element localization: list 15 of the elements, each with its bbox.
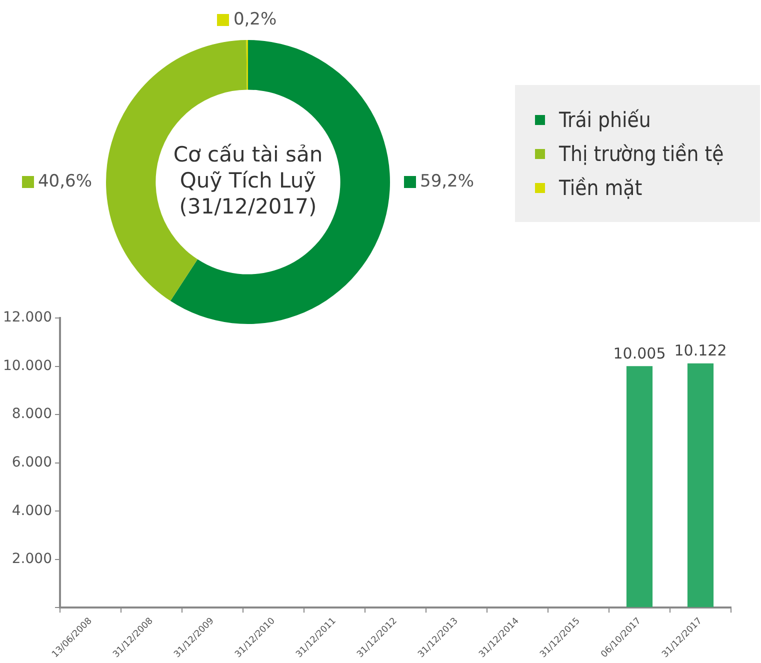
data-label: 59,2%: [420, 171, 474, 192]
y-tick-label: 4.000: [12, 502, 52, 519]
y-tick-label: 2.000: [12, 551, 52, 568]
data-label: 10.122: [674, 342, 727, 360]
text: Cơ cấu tài sản Quỹ Tích Luỹ (31/12/2017): [173, 142, 323, 218]
legend-label: Tiền mặt: [559, 175, 642, 202]
y-tick-label: 10.000: [2, 358, 52, 374]
legend-label: Trái phiếu: [559, 107, 651, 134]
y-tick-label: 12.000: [2, 310, 52, 326]
data-label: 40,6%: [38, 171, 92, 192]
data-label: 10.005: [613, 344, 666, 363]
legend-label: Thị trường tiền tệ: [559, 141, 724, 168]
y-tick-label: 8.000: [12, 406, 52, 422]
data-label: 0,2%: [233, 9, 277, 30]
y-tick-label: 6.000: [12, 454, 52, 470]
